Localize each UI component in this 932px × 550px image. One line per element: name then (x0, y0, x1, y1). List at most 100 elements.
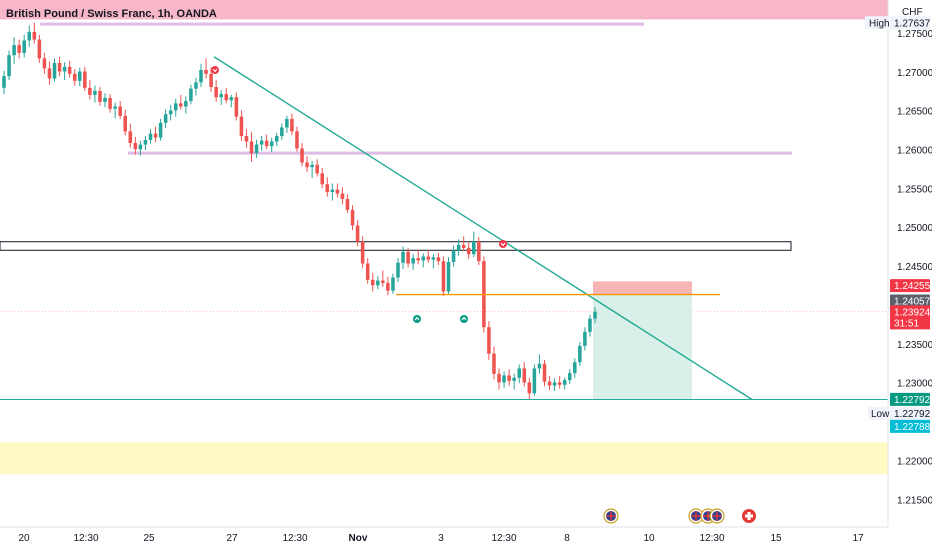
candle (219, 90, 223, 105)
candle-body (37, 39, 42, 59)
candle-body (194, 82, 198, 89)
candle (310, 160, 314, 178)
candle (436, 252, 441, 266)
candle (360, 236, 365, 269)
drawings-layer[interactable] (0, 56, 888, 401)
short-position-tool[interactable] (593, 281, 692, 400)
candle-body (573, 362, 577, 374)
zone-high-purple[interactable] (40, 22, 644, 26)
candle (497, 368, 501, 390)
candle (583, 327, 587, 351)
candle-body (461, 244, 466, 248)
low-close-bg (890, 419, 930, 433)
candle (254, 139, 259, 158)
x-tick-label: 20 (18, 533, 30, 544)
candle (557, 376, 562, 389)
candle (153, 126, 158, 143)
uk-flag-icon[interactable] (603, 508, 619, 524)
candle (477, 237, 481, 266)
candle (57, 56, 62, 77)
candle (239, 110, 244, 141)
candle-body (280, 127, 284, 137)
candle-body (492, 353, 496, 374)
candle (189, 84, 193, 105)
candle (163, 109, 168, 129)
candle-body (88, 87, 92, 95)
candle-body (209, 73, 213, 88)
zone-demand-yellow[interactable] (0, 442, 888, 475)
candle-body (537, 363, 542, 369)
candle-body (593, 311, 597, 319)
candle-body (275, 136, 279, 142)
candle-body (153, 133, 158, 138)
candle (315, 159, 319, 177)
candle-body (285, 118, 289, 128)
swiss-flag-icon[interactable] (742, 509, 756, 523)
candle-body (47, 68, 52, 79)
candle (466, 242, 471, 259)
candle-body (542, 363, 547, 382)
candle (487, 321, 491, 360)
candle-body (214, 87, 218, 98)
candle-body (78, 71, 82, 81)
candle-body (588, 318, 592, 332)
candle-body (138, 144, 143, 150)
candle (280, 123, 284, 140)
price-axis[interactable]: 1.28000 1.27500 1.27000 1.26500 1.26000 1.255… (887, 0, 932, 527)
pivot-high-marker (211, 66, 219, 74)
candle (128, 123, 133, 148)
y-tick-label: 1.23000 (897, 379, 932, 390)
candle (461, 236, 466, 252)
y-tick-label: 1.23500 (897, 340, 932, 351)
candle (12, 37, 16, 64)
candle-body (118, 106, 122, 116)
y-tick-label: 1.26500 (897, 107, 932, 118)
x-tick-label: 17 (852, 533, 864, 544)
candle-body (330, 189, 335, 192)
trendline[interactable] (213, 56, 753, 401)
candle-body (477, 241, 481, 262)
candle (295, 126, 299, 152)
candle (537, 354, 542, 374)
candle (173, 98, 178, 117)
candle-body (168, 110, 173, 115)
candle (472, 231, 476, 258)
candle-body (295, 131, 299, 149)
candle (441, 256, 446, 297)
candle (42, 52, 47, 74)
candle-body (108, 97, 112, 109)
zone-mid-purple[interactable] (128, 151, 792, 155)
candle-body (583, 331, 587, 346)
candle (355, 219, 360, 247)
candle (391, 273, 395, 294)
candle-body (93, 90, 97, 95)
time-axis[interactable]: 20 12:30 25 27 12:30 Nov 3 12:30 8 10 12:30 15 17 (0, 526, 888, 544)
zone-resistance-pink[interactable] (0, 0, 888, 20)
zone-breakout-box[interactable] (0, 241, 792, 251)
candle (345, 194, 350, 213)
candle-body (239, 116, 244, 137)
candle (376, 275, 380, 290)
support-price-tag-bg (890, 392, 930, 406)
candle-body (487, 327, 491, 354)
x-tick-label: 8 (564, 533, 570, 544)
candle-body (517, 368, 521, 378)
candle-body (143, 139, 148, 145)
candle-body (305, 162, 309, 168)
uk-flag-icon[interactable] (709, 508, 725, 524)
position-target-zone[interactable] (593, 294, 692, 400)
position-stop-zone[interactable] (593, 281, 692, 295)
candle-body (52, 62, 57, 79)
candle-body (436, 257, 441, 262)
candle (108, 94, 112, 113)
candle (426, 250, 431, 263)
candle-body (376, 280, 380, 286)
candle-body (17, 45, 21, 53)
candle-body (340, 193, 345, 199)
candle-body (199, 69, 203, 83)
candle (421, 253, 426, 268)
candle-body (57, 62, 62, 72)
candle-body (396, 262, 400, 278)
candle (456, 239, 461, 256)
